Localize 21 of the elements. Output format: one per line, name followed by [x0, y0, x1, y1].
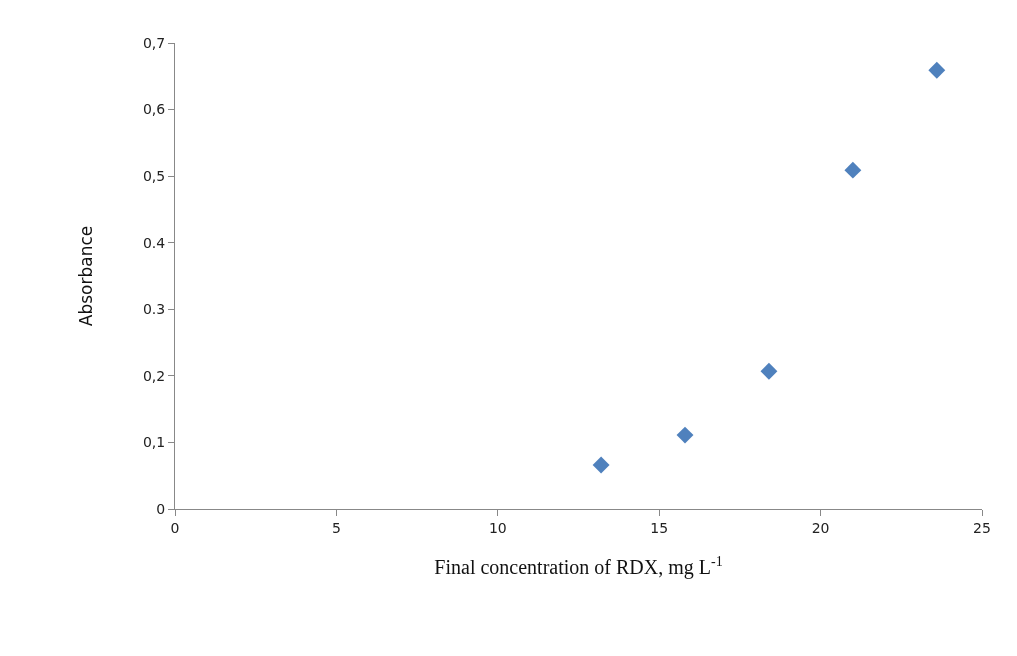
y-tick-label: 0,5	[142, 168, 166, 185]
y-tick-label: 0	[156, 500, 166, 517]
x-tick-label: 5	[331, 519, 341, 536]
y-axis-title: Absorbance	[76, 225, 97, 327]
point	[844, 161, 862, 179]
y-tick-label: 0.4	[142, 234, 166, 251]
x-tick-label: 15	[650, 519, 669, 536]
x-tick-label: 20	[811, 519, 830, 536]
x-axis-title: Final concentration of RDX, mg L$^{-1}$	[434, 553, 723, 580]
point	[592, 456, 610, 474]
x-tick-label: 0	[170, 519, 180, 536]
y-tick-label: 0,2	[142, 367, 166, 384]
y-tick-label: 0,1	[142, 434, 166, 451]
point	[928, 61, 946, 79]
x-tick-label: 10	[488, 519, 507, 536]
point	[760, 362, 778, 380]
y-tick-label: 0,6	[142, 101, 166, 118]
y-tick-label: 0,7	[142, 34, 166, 51]
y-tick-label: 0.3	[142, 301, 166, 318]
point	[676, 426, 694, 444]
x-tick-label: 25	[973, 519, 991, 536]
